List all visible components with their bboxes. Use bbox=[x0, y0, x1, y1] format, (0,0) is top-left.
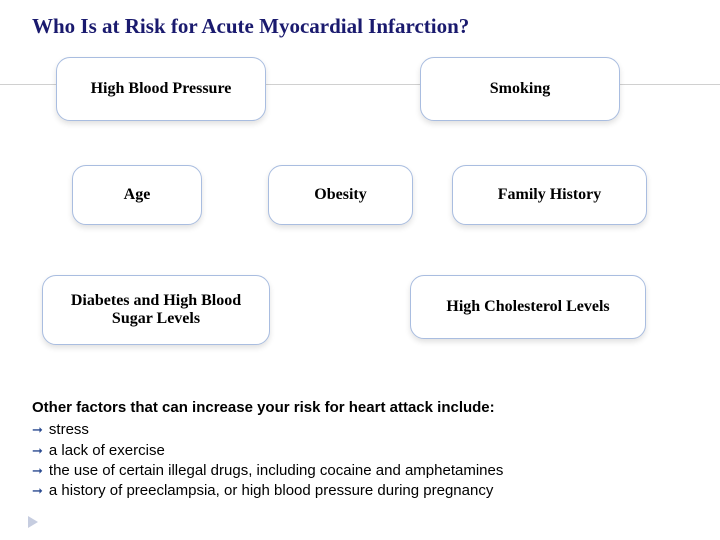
box-obesity: Obesity bbox=[268, 165, 413, 225]
footer-item: a lack of exercise bbox=[32, 441, 688, 461]
footer-text: Other factors that can increase your ris… bbox=[32, 398, 688, 501]
footer-item: stress bbox=[32, 420, 688, 440]
footer-item: the use of certain illegal drugs, includ… bbox=[32, 461, 688, 481]
corner-arrow-icon bbox=[28, 516, 38, 528]
risk-boxes-area: High Blood Pressure Smoking Age Obesity … bbox=[0, 57, 720, 377]
footer-item: a history of preeclampsia, or high blood… bbox=[32, 481, 688, 501]
box-smoking: Smoking bbox=[420, 57, 620, 121]
page-title: Who Is at Risk for Acute Myocardial Infa… bbox=[0, 0, 720, 39]
footer-lead: Other factors that can increase your ris… bbox=[32, 398, 688, 418]
box-high-blood-pressure: High Blood Pressure bbox=[56, 57, 266, 121]
box-age: Age bbox=[72, 165, 202, 225]
box-diabetes: Diabetes and High Blood Sugar Levels bbox=[42, 275, 270, 345]
footer-list: stress a lack of exercise the use of cer… bbox=[32, 420, 688, 501]
box-family-history: Family History bbox=[452, 165, 647, 225]
box-cholesterol: High Cholesterol Levels bbox=[410, 275, 646, 339]
